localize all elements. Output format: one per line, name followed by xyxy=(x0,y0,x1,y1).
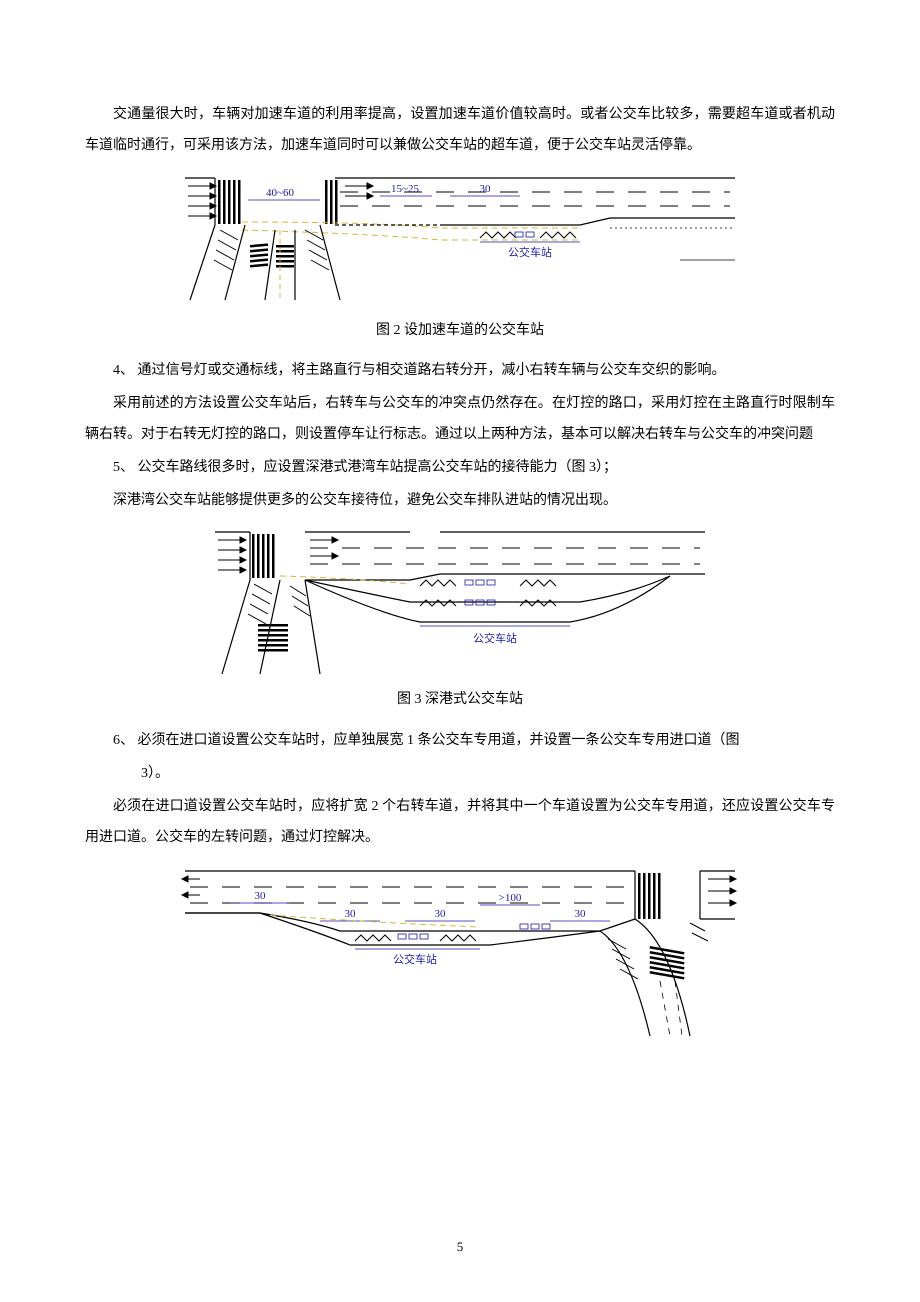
figure-4: 30 30 30 >100 30 公交车站 xyxy=(180,861,740,1041)
paragraph-intro: 交通量很大时，车辆对加速车道的利用率提高，设置加速车道价值较高时。或者公交车比较… xyxy=(85,100,835,162)
list-item-6: 6、 必须在进口道设置公交车站时，应单独展宽 1 条公交车专用道，并设置一条公交… xyxy=(85,726,835,757)
dim-label-30b: 30 xyxy=(255,890,267,902)
dim-label-30a: 30 xyxy=(480,183,492,195)
dim-label-15-25: 15~25 xyxy=(391,183,419,195)
list-item-4: 4、 通过信号灯或交通标线，将主路直行与相交道路右转分开，减小右转车辆与公交车交… xyxy=(85,356,835,387)
list-item-5: 5、 公交车路线很多时，应设置深港式港湾车站提高公交车站的接待能力（图 3）； xyxy=(85,453,835,484)
figure-2-caption: 图 2 设加速车道的公交车站 xyxy=(85,316,835,347)
bus-stop-label-fig2: 公交车站 xyxy=(508,245,552,259)
figure-3-caption: 图 3 深港式公交车站 xyxy=(85,685,835,716)
list-item-6-cont: 3）。 xyxy=(85,759,835,790)
paragraph-5-body: 深港湾公交车站能够提供更多的公交车接待位，避免公交车排队进站的情况出现。 xyxy=(85,486,835,517)
dim-label-100: >100 xyxy=(499,892,522,904)
page-number: 5 xyxy=(0,1233,920,1262)
bus-stop-label-fig4: 公交车站 xyxy=(393,952,437,966)
figure-2: 40~60 15~25 30 公交车站 xyxy=(180,170,740,310)
dim-label-30c: 30 xyxy=(345,908,357,920)
bus-stop-label-fig3: 公交车站 xyxy=(473,631,517,645)
paragraph-6-body: 必须在进口道设置公交车站时，应将扩宽 2 个右转车道，并将其中一个车道设置为公交… xyxy=(85,792,835,854)
dim-label-30e: 30 xyxy=(575,908,587,920)
dim-label-40-60: 40~60 xyxy=(266,187,294,199)
figure-3: 公交车站 xyxy=(210,524,710,679)
paragraph-4-body: 采用前述的方法设置公交车站后，右转车与公交车的冲突点仍然存在。在灯控的路口，采用… xyxy=(85,389,835,451)
dim-label-30d: 30 xyxy=(435,908,447,920)
